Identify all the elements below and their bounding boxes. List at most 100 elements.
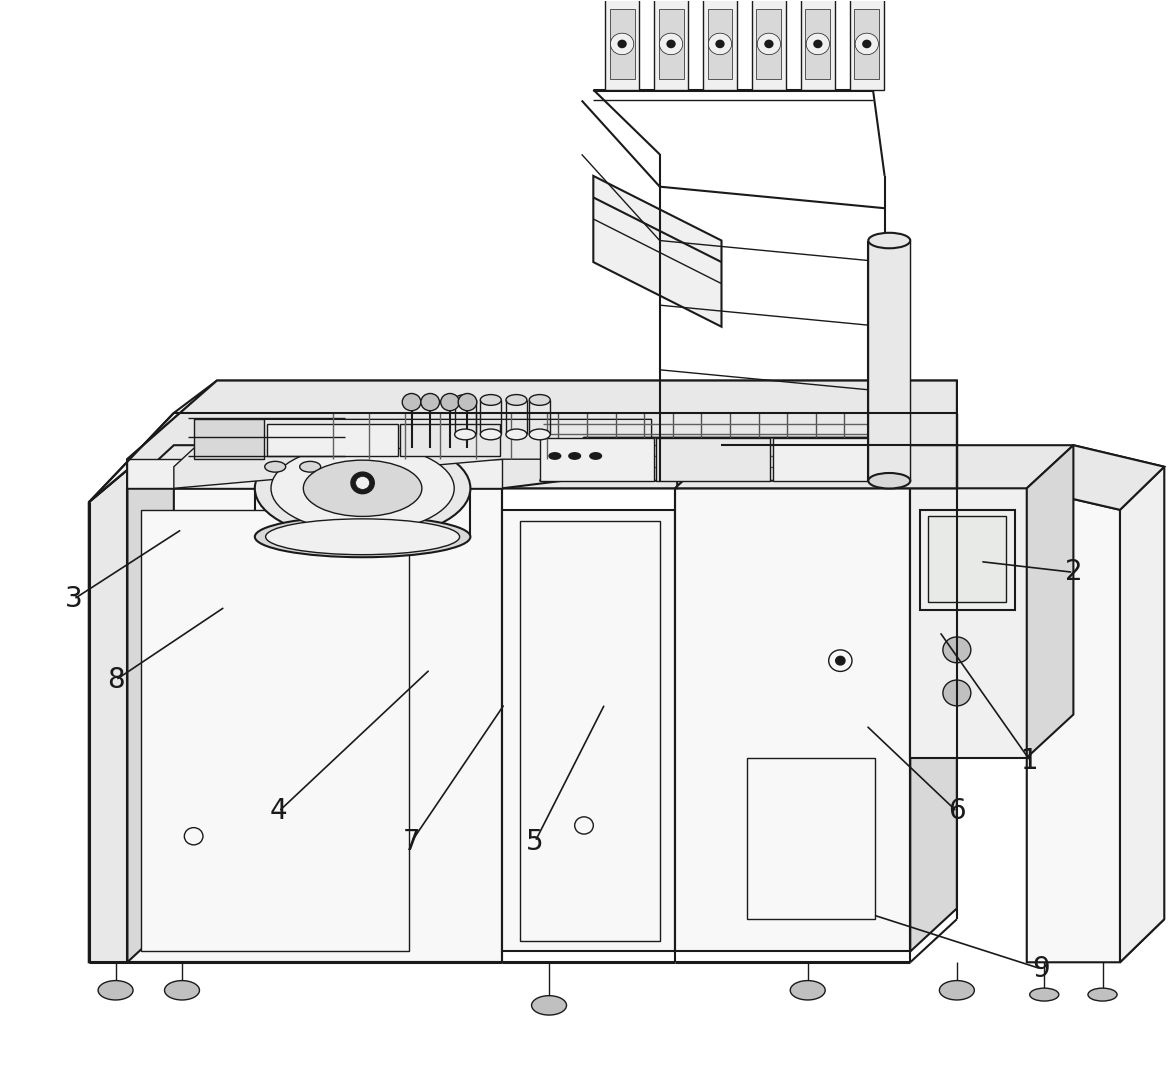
Circle shape	[855, 33, 878, 55]
Ellipse shape	[590, 453, 602, 459]
Ellipse shape	[529, 429, 550, 440]
Text: 3: 3	[64, 585, 83, 613]
Circle shape	[667, 40, 676, 49]
Polygon shape	[127, 445, 675, 488]
Circle shape	[943, 637, 971, 663]
Text: 7: 7	[403, 827, 420, 855]
Polygon shape	[910, 445, 957, 951]
Ellipse shape	[506, 429, 527, 440]
Polygon shape	[141, 510, 409, 951]
Polygon shape	[1027, 445, 1073, 757]
Ellipse shape	[255, 516, 471, 557]
Polygon shape	[610, 9, 634, 79]
Ellipse shape	[506, 394, 527, 405]
Circle shape	[402, 393, 420, 410]
Polygon shape	[703, 0, 737, 90]
Ellipse shape	[165, 981, 200, 1000]
Polygon shape	[174, 419, 652, 488]
Polygon shape	[675, 445, 957, 488]
Polygon shape	[773, 437, 884, 481]
Text: 4: 4	[270, 797, 287, 825]
Circle shape	[715, 40, 724, 49]
Polygon shape	[927, 516, 1006, 603]
Polygon shape	[752, 0, 786, 90]
Polygon shape	[801, 0, 835, 90]
Polygon shape	[89, 470, 127, 962]
Ellipse shape	[480, 429, 501, 440]
Polygon shape	[1027, 488, 1120, 962]
Ellipse shape	[549, 453, 561, 459]
Ellipse shape	[265, 518, 460, 555]
Circle shape	[458, 393, 477, 410]
Polygon shape	[127, 380, 957, 488]
Polygon shape	[910, 445, 1073, 488]
Ellipse shape	[304, 460, 422, 516]
Ellipse shape	[529, 394, 550, 405]
Ellipse shape	[939, 981, 974, 1000]
Polygon shape	[520, 521, 660, 941]
Circle shape	[757, 33, 780, 55]
Polygon shape	[194, 419, 264, 459]
Circle shape	[862, 40, 871, 49]
Polygon shape	[127, 445, 547, 488]
Text: 8: 8	[106, 666, 125, 694]
Polygon shape	[605, 0, 639, 90]
Polygon shape	[127, 488, 502, 962]
Circle shape	[708, 33, 731, 55]
Text: 5: 5	[527, 827, 544, 855]
Polygon shape	[849, 0, 884, 90]
Polygon shape	[399, 423, 500, 456]
Circle shape	[806, 33, 829, 55]
Polygon shape	[654, 0, 688, 90]
Polygon shape	[1120, 467, 1164, 962]
Ellipse shape	[265, 461, 286, 472]
Polygon shape	[502, 510, 675, 951]
Polygon shape	[127, 445, 174, 962]
Ellipse shape	[454, 429, 475, 440]
Polygon shape	[659, 9, 683, 79]
Polygon shape	[127, 459, 502, 488]
Ellipse shape	[1030, 988, 1059, 1001]
Polygon shape	[656, 437, 771, 481]
Polygon shape	[748, 757, 875, 919]
Ellipse shape	[300, 461, 321, 472]
Polygon shape	[127, 380, 957, 488]
Polygon shape	[1027, 445, 1164, 510]
Ellipse shape	[454, 394, 475, 405]
Circle shape	[813, 40, 822, 49]
Ellipse shape	[1087, 988, 1117, 1001]
Ellipse shape	[255, 437, 471, 540]
Ellipse shape	[271, 445, 454, 531]
Ellipse shape	[569, 453, 580, 459]
Circle shape	[764, 40, 773, 49]
Ellipse shape	[531, 996, 566, 1015]
Circle shape	[355, 476, 369, 489]
Ellipse shape	[791, 981, 826, 1000]
Circle shape	[420, 393, 439, 410]
Circle shape	[835, 657, 844, 665]
Polygon shape	[708, 9, 732, 79]
Polygon shape	[675, 445, 957, 488]
Circle shape	[611, 33, 634, 55]
Text: 1: 1	[1022, 747, 1040, 774]
Polygon shape	[910, 488, 1027, 757]
Polygon shape	[593, 176, 722, 327]
Polygon shape	[89, 380, 217, 502]
Ellipse shape	[480, 394, 501, 405]
Circle shape	[618, 40, 627, 49]
Polygon shape	[757, 9, 781, 79]
Text: 2: 2	[1064, 558, 1083, 586]
Polygon shape	[919, 510, 1015, 610]
Polygon shape	[868, 241, 910, 481]
Polygon shape	[675, 488, 910, 951]
Polygon shape	[267, 423, 397, 456]
Circle shape	[660, 33, 682, 55]
Ellipse shape	[98, 981, 133, 1000]
Circle shape	[943, 680, 971, 706]
Polygon shape	[540, 437, 884, 481]
Polygon shape	[540, 437, 654, 481]
Text: 9: 9	[1031, 955, 1050, 983]
Polygon shape	[854, 9, 880, 79]
Ellipse shape	[868, 473, 910, 488]
Circle shape	[440, 393, 459, 410]
